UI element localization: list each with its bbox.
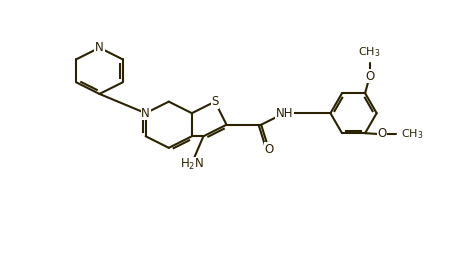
Text: N: N bbox=[95, 41, 104, 54]
Text: O: O bbox=[377, 128, 387, 140]
Text: O: O bbox=[365, 70, 374, 83]
Text: H$_2$N: H$_2$N bbox=[180, 157, 204, 172]
Text: O: O bbox=[264, 143, 274, 156]
Text: N: N bbox=[141, 107, 150, 120]
Text: NH: NH bbox=[275, 107, 293, 120]
Text: CH$_3$: CH$_3$ bbox=[358, 45, 381, 59]
Text: S: S bbox=[211, 95, 219, 108]
Text: CH$_3$: CH$_3$ bbox=[401, 127, 424, 141]
